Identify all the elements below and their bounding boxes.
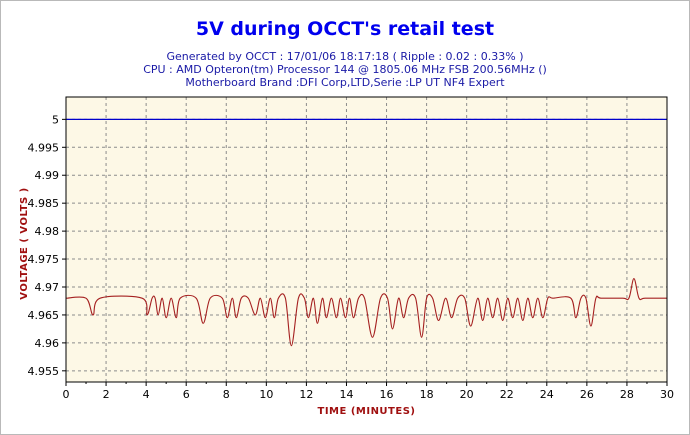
y-tick-label: 4.995 xyxy=(28,141,60,154)
x-tick-label: 28 xyxy=(620,388,634,401)
y-tick-label: 4.97 xyxy=(35,281,60,294)
x-axis-title: TIME (MINUTES) xyxy=(318,406,416,417)
series-group xyxy=(65,118,667,347)
chart-subtitle-motherboard: Motherboard Brand :DFI Corp,LTD,Serie :L… xyxy=(185,76,505,89)
x-tick-label: 2 xyxy=(103,388,110,401)
chart-subtitle-cpu: CPU : AMD Opteron(tm) Processor 144 @ 18… xyxy=(143,63,547,76)
x-tick-label: 6 xyxy=(183,388,190,401)
x-tick-label: 0 xyxy=(63,388,70,401)
x-tick-label: 14 xyxy=(339,388,353,401)
chart-subtitle-generated: Generated by OCCT : 17/01/06 18:17:18 ( … xyxy=(166,50,524,63)
x-tick-label: 18 xyxy=(420,388,434,401)
y-tick-label: 4.98 xyxy=(35,225,60,238)
plot-area xyxy=(66,97,667,382)
y-tick-label: 4.985 xyxy=(28,197,60,210)
voltage-series-line xyxy=(65,278,667,347)
x-tick-label: 24 xyxy=(540,388,554,401)
y-tick-label: 4.96 xyxy=(35,337,60,350)
x-tick-label: 30 xyxy=(660,388,674,401)
x-tick-label: 4 xyxy=(143,388,150,401)
y-tick-label: 4.975 xyxy=(28,253,60,266)
x-tick-label: 12 xyxy=(299,388,313,401)
x-tick-label: 10 xyxy=(259,388,273,401)
y-tick-label: 4.965 xyxy=(28,309,60,322)
x-tick-label: 16 xyxy=(380,388,394,401)
axis-ticks: 0 2 4 6 8 10 12 14 16 18 20 22 24 26 28 304.9554.964.96… xyxy=(28,113,675,401)
y-tick-label: 4.99 xyxy=(35,169,60,182)
x-tick-label: 8 xyxy=(223,388,230,401)
x-tick-label: 20 xyxy=(460,388,474,401)
chart-title: 5V during OCCT's retail test xyxy=(195,18,495,40)
plot-border xyxy=(65,96,668,383)
x-tick-label: 26 xyxy=(580,388,594,401)
y-tick-label: 4.955 xyxy=(28,365,60,378)
y-tick-label: 5 xyxy=(52,113,59,126)
y-axis-title: VOLTAGE ( VOLTS ) xyxy=(19,187,30,300)
x-tick-label: 22 xyxy=(500,388,514,401)
